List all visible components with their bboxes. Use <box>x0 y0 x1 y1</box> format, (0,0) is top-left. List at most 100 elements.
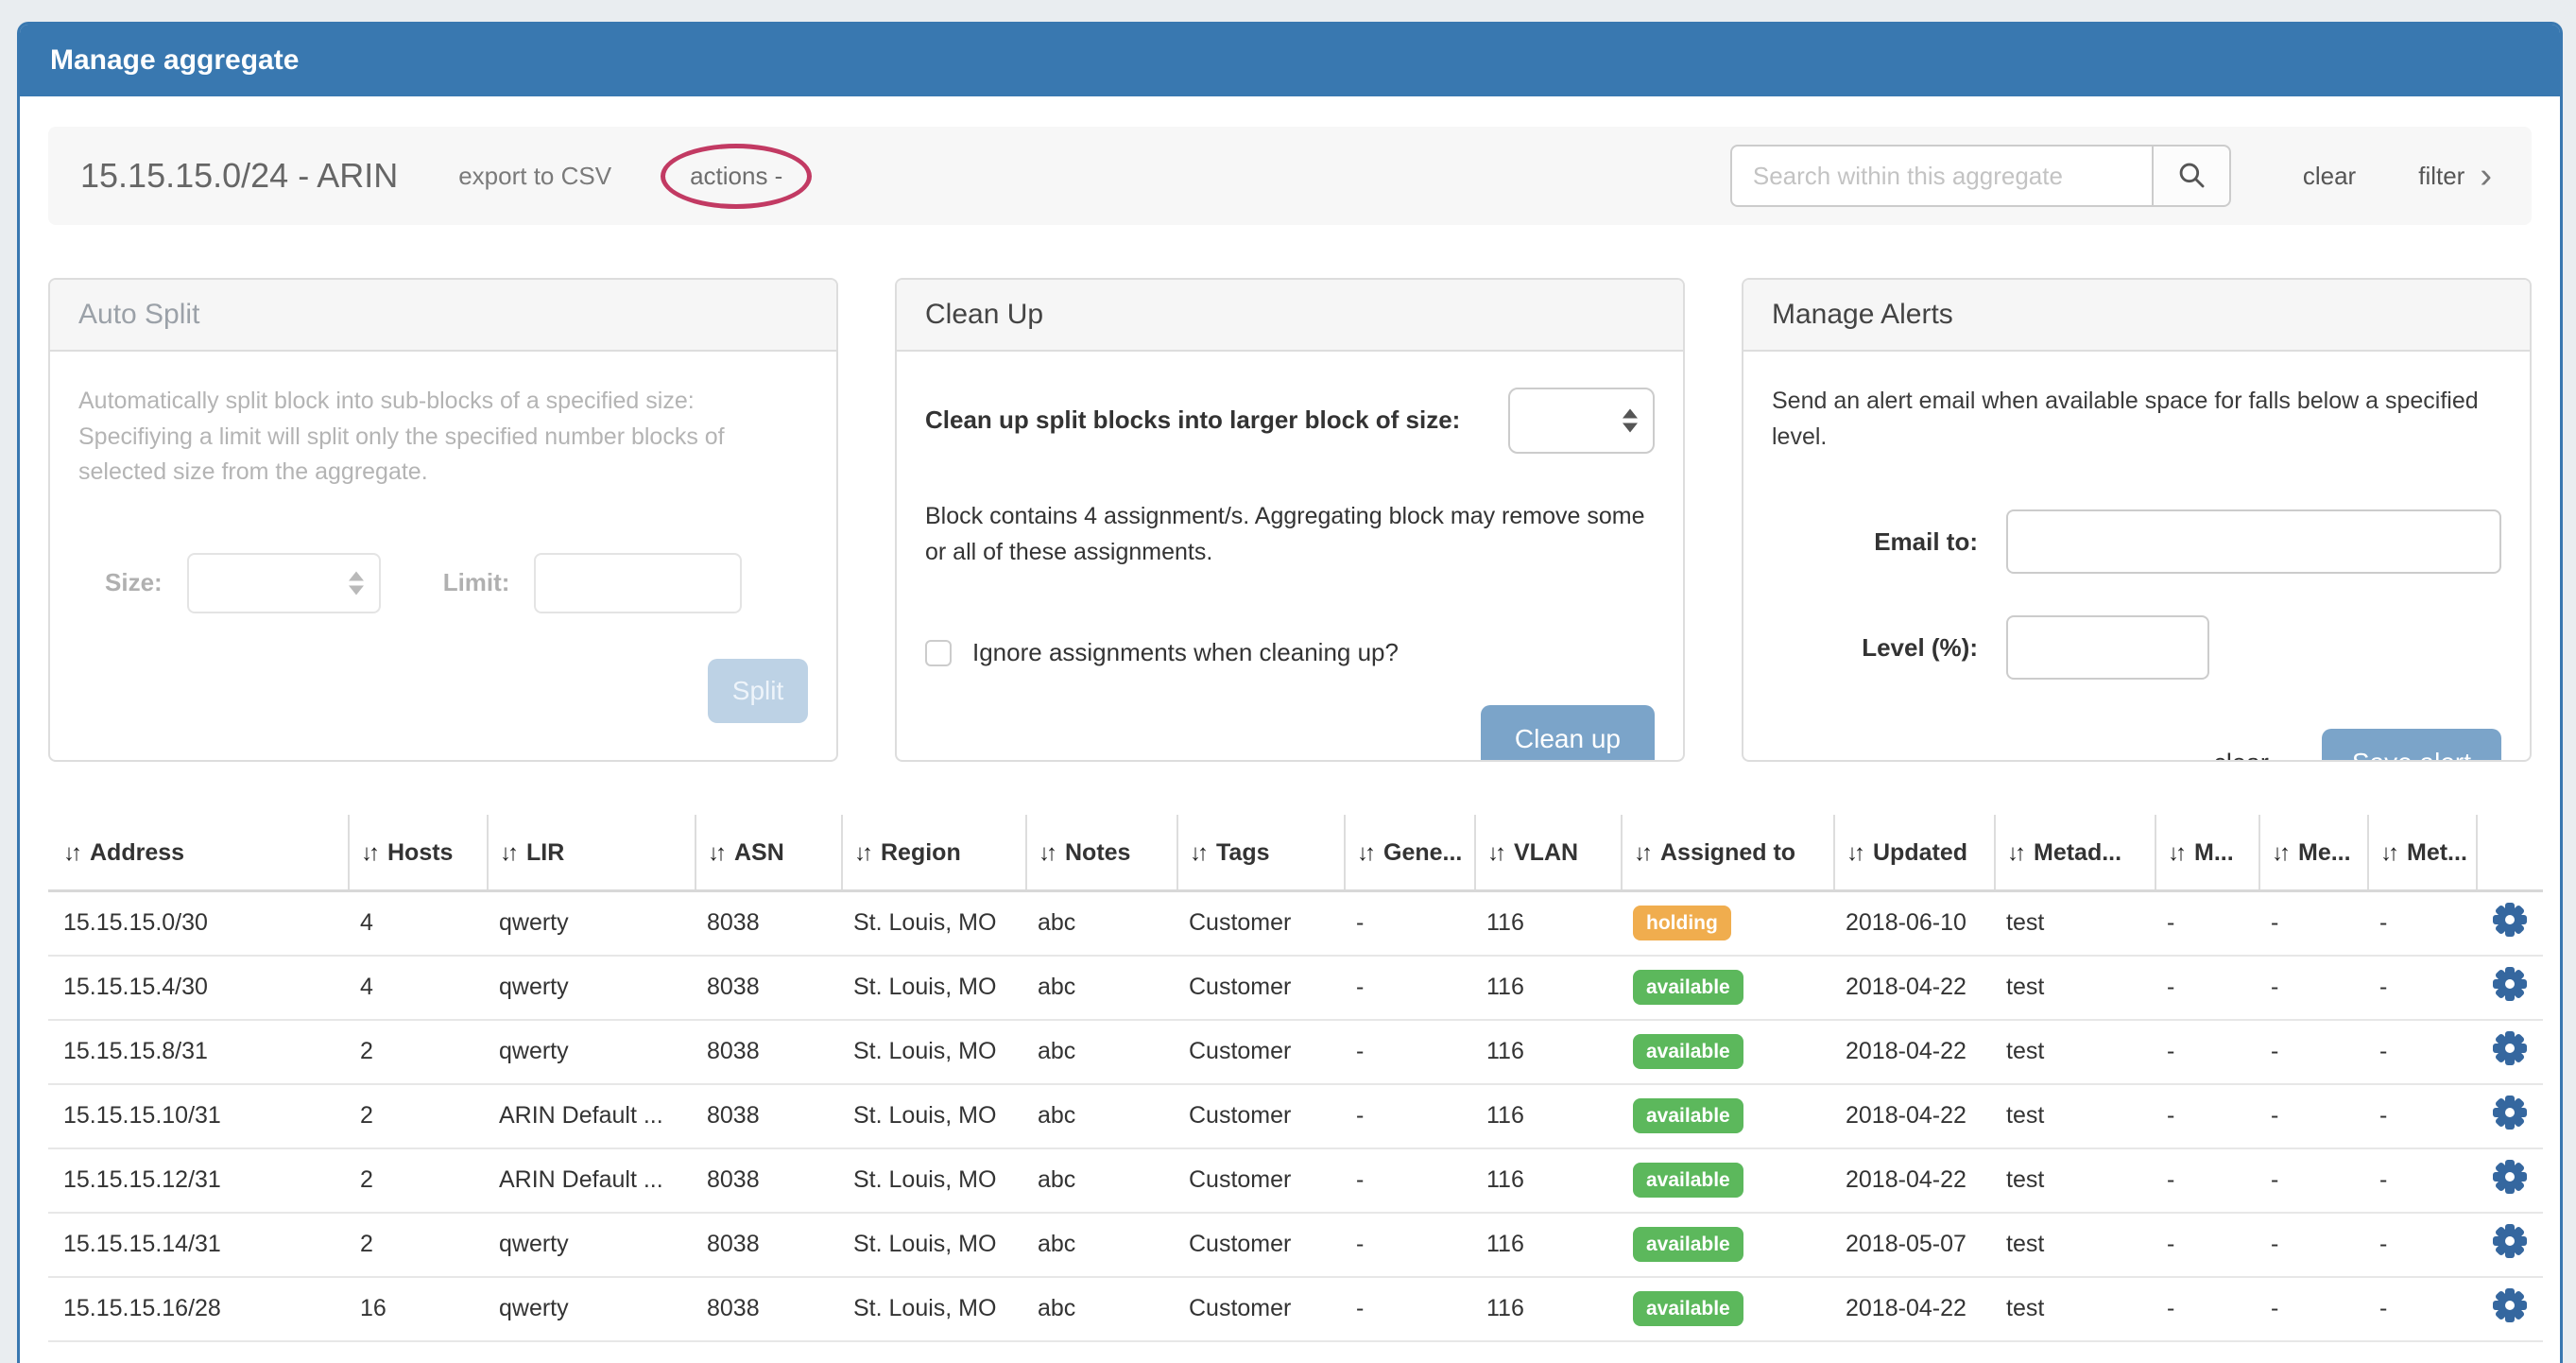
size-select[interactable] <box>186 552 381 613</box>
split-button[interactable]: Split <box>708 658 808 723</box>
status-badge: available <box>1633 1163 1743 1198</box>
manage-alerts-body: Send an alert email when available space… <box>1743 352 2530 761</box>
cell-generic: - <box>1356 974 1365 1000</box>
cell-m2: - <box>2271 1166 2279 1193</box>
cell-metadata: test <box>2006 909 2045 937</box>
sort-icon: ↓↑ <box>63 840 82 866</box>
cell-region: St. Louis, MO <box>853 1295 997 1321</box>
search-button[interactable] <box>2151 145 2231 207</box>
cell-updated: 2018-04-22 <box>1846 974 1966 1000</box>
limit-label: Limit: <box>442 568 510 596</box>
cell-row-actions <box>2477 1084 2543 1148</box>
column-header-m2[interactable]: ↓↑ Me... <box>2258 815 2368 891</box>
sort-icon: ↓↑ <box>2007 840 2026 866</box>
limit-input[interactable] <box>534 552 743 613</box>
cell-region: St. Louis, MO <box>853 909 997 937</box>
search-group <box>1729 145 2231 207</box>
cell-m2: - <box>2271 974 2279 1000</box>
email-field[interactable] <box>2006 509 2501 574</box>
cell-generic: - <box>1356 909 1365 937</box>
column-header-asn[interactable]: ↓↑ ASN <box>695 815 842 891</box>
gear-icon[interactable] <box>2493 1096 2527 1130</box>
cell-hosts: 16 <box>360 1295 386 1321</box>
ignore-assignments-checkbox[interactable] <box>925 639 952 666</box>
column-header-m3[interactable]: ↓↑ Met... <box>2367 815 2477 891</box>
cell-address: 15.15.15.14/31 <box>63 1231 221 1257</box>
cell-asn: 8038 <box>707 1231 760 1257</box>
column-header-m1[interactable]: ↓↑ M... <box>2155 815 2259 891</box>
gear-icon[interactable] <box>2493 1031 2527 1065</box>
cell-asn: 8038 <box>707 1295 760 1321</box>
cell-region: St. Louis, MO <box>853 1231 997 1257</box>
search-input[interactable] <box>1729 145 2152 207</box>
cell-m3: - <box>2379 1102 2388 1129</box>
clean-up-form-row: Clean up split blocks into larger block … <box>925 388 1655 454</box>
clean-up-button[interactable]: Clean up <box>1480 705 1655 760</box>
action-panels: Auto Split Automatically split block int… <box>48 278 2532 762</box>
column-header-assigned_to[interactable]: ↓↑ Assigned to <box>1621 815 1834 891</box>
gear-icon[interactable] <box>2493 967 2527 1001</box>
column-header-tags[interactable]: ↓↑ Tags <box>1176 815 1345 891</box>
column-header-lir[interactable]: ↓↑ LIR <box>487 815 696 891</box>
cell-m2: - <box>2271 1231 2279 1257</box>
cell-tags: Customer <box>1189 909 1292 937</box>
clean-up-size-select[interactable] <box>1508 388 1655 454</box>
cell-tags: Customer <box>1189 1295 1292 1321</box>
cell-metadata: test <box>2006 1102 2045 1129</box>
cell-lir: ARIN Default ... <box>499 1166 663 1193</box>
cell-region: St. Louis, MO <box>853 974 997 1000</box>
cell-m1: - <box>2167 1038 2175 1064</box>
manage-alerts-description: Send an alert email when available space… <box>1772 388 2479 450</box>
cell-region: St. Louis, MO <box>853 1038 997 1064</box>
gear-icon[interactable] <box>2493 1288 2527 1322</box>
sort-icon: ↓↑ <box>1190 840 1209 866</box>
column-header-updated[interactable]: ↓↑ Updated <box>1833 815 1995 891</box>
column-header-address[interactable]: ↓↑ Address <box>63 839 185 866</box>
clean-up-size-label: Clean up split blocks into larger block … <box>925 405 1461 435</box>
column-header-metadata[interactable]: ↓↑ Metad... <box>1994 815 2155 891</box>
column-header-region[interactable]: ↓↑ Region <box>841 815 1026 891</box>
clean-up-title: Clean Up <box>925 299 1044 330</box>
column-header-generic[interactable]: ↓↑ Gene... <box>1344 815 1475 891</box>
cell-address: 15.15.15.16/28 <box>63 1295 221 1321</box>
export-csv-link[interactable]: export to CSV <box>458 161 612 190</box>
sort-icon: ↓↑ <box>361 840 380 866</box>
cell-notes: abc <box>1038 1166 1076 1193</box>
search-clear-link[interactable]: clear <box>2302 161 2357 190</box>
cell-metadata: test <box>2006 1231 2045 1257</box>
search-icon <box>2175 159 2207 194</box>
gear-icon[interactable] <box>2493 1160 2527 1194</box>
table-row: 15.15.15.14/31 2 qwerty 8038 St. Louis, … <box>48 1213 2543 1277</box>
sort-icon: ↓↑ <box>1634 840 1653 866</box>
clean-up-actions: Clean up <box>925 705 1655 760</box>
cell-vlan: 116 <box>1486 974 1524 1000</box>
select-stepper-icon <box>1623 408 1638 433</box>
status-badge: holding <box>1633 906 1731 941</box>
level-field[interactable] <box>2006 615 2209 680</box>
column-header-vlan[interactable]: ↓↑ VLAN <box>1474 815 1622 891</box>
cell-tags: Customer <box>1189 1231 1292 1257</box>
cell-updated: 2018-05-07 <box>1846 1231 1966 1257</box>
cell-region: St. Louis, MO <box>853 1102 997 1129</box>
cell-vlan: 116 <box>1486 1231 1524 1257</box>
cell-m1: - <box>2167 974 2175 1000</box>
filter-link[interactable]: filter › <box>2418 158 2492 194</box>
alert-clear-link[interactable]: clear <box>2213 749 2269 761</box>
blocks-table: ↓↑ Address ↓↑ Hosts ↓↑ LIR ↓↑ ASN ↓↑ Region ↓… <box>48 815 2543 1342</box>
cell-updated: 2018-04-22 <box>1846 1102 1966 1129</box>
gear-icon[interactable] <box>2493 1224 2527 1258</box>
column-header-notes[interactable]: ↓↑ Notes <box>1025 815 1177 891</box>
cell-metadata: test <box>2006 1038 2045 1064</box>
cell-vlan: 116 <box>1486 909 1524 937</box>
gear-icon[interactable] <box>2493 903 2527 938</box>
cell-generic: - <box>1356 1231 1365 1257</box>
save-alert-button[interactable]: Save alert <box>2321 729 2501 760</box>
level-field-row: Level (%): <box>1772 615 2501 680</box>
cell-notes: abc <box>1038 909 1076 937</box>
cell-vlan: 116 <box>1486 1102 1524 1129</box>
cell-m2: - <box>2271 1102 2279 1129</box>
actions-dropdown[interactable]: actions - <box>690 161 783 190</box>
column-header-hosts[interactable]: ↓↑ Hosts <box>348 815 488 891</box>
manage-alerts-actions: clear Save alert <box>1772 729 2501 761</box>
cell-notes: abc <box>1038 1038 1076 1064</box>
